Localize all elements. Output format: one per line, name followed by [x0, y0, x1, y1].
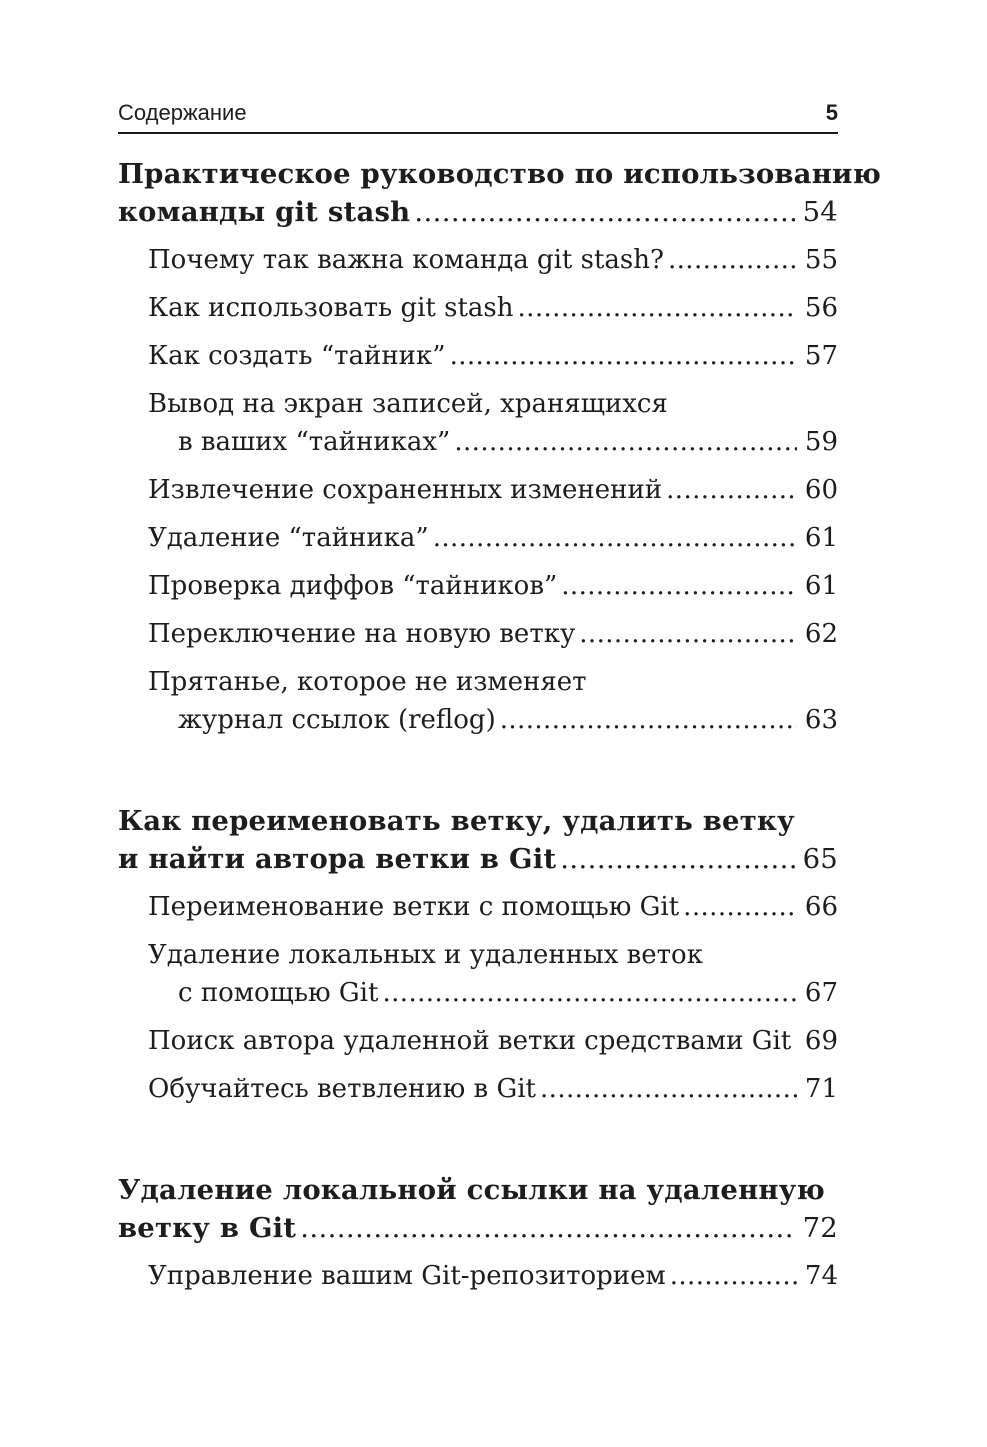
dot-leader [579, 615, 797, 653]
toc-entry: Как создать “тайник” 57 [148, 337, 838, 375]
toc-row: Обучайтесь ветвлению в Git 71 [148, 1070, 838, 1108]
dot-leader [683, 888, 797, 926]
dot-leader [666, 471, 797, 509]
entry-line: Удаление локальных и удаленных веток [148, 940, 703, 970]
toc-entry: Проверка диффов “тайников” 61 [148, 567, 838, 605]
dot-leader [454, 423, 797, 461]
page-number: 66 [804, 892, 838, 922]
page-number: 57 [804, 341, 838, 371]
toc-row-text: и найти автора ветки в Git [118, 843, 557, 875]
dot-leader [450, 337, 797, 375]
section-heading: Как переименовать ветку, удалить ветку и … [118, 802, 838, 878]
toc-row: Почему так важна команда git stash? 55 [148, 241, 838, 279]
heading-line: Как переименовать ветку, удалить ветку [118, 805, 795, 837]
current-page-number: 5 [825, 100, 838, 125]
entry-line: Вывод на экран записей, хранящихся [148, 389, 668, 419]
page-number: 74 [804, 1261, 838, 1291]
toc-row: журнал ссылок (reflog) 63 [178, 701, 838, 739]
page-number: 71 [804, 1074, 838, 1104]
dot-leader [561, 567, 797, 605]
toc-row-text: Поиск автора удаленной ветки средствами … [148, 1026, 792, 1056]
page-number: 54 [802, 196, 838, 228]
toc-entry: Удаление локальных и удаленных веток с по… [148, 936, 838, 1012]
page-number: 56 [804, 293, 838, 323]
entry-line: Прятанье, которое не изменяет [148, 667, 587, 697]
toc-row-text: Как использовать git stash [148, 293, 514, 323]
dot-leader [670, 1257, 797, 1295]
toc-row-text: журнал ссылок (reflog) [178, 705, 496, 735]
toc-row: Управление вашим Git-репозиторием 74 [148, 1257, 838, 1295]
dot-leader [300, 1209, 794, 1247]
running-header-title: Содержание [118, 100, 247, 125]
toc-row-text: Проверка диффов “тайников” [148, 571, 558, 601]
toc-row-text: Почему так важна команда git stash? [148, 245, 664, 275]
toc-row: Как создать “тайник” 57 [148, 337, 838, 375]
toc-row-text: в ваших “тайниках” [178, 427, 451, 457]
page-number: 61 [804, 523, 838, 553]
page-number: 62 [804, 619, 838, 649]
toc-row-text: Переключение на новую ветку [148, 619, 576, 649]
toc-entry: Управление вашим Git-репозиторием 74 [148, 1257, 838, 1295]
toc-row: Проверка диффов “тайников” 61 [148, 567, 838, 605]
toc-row: Поиск автора удаленной ветки средствами … [148, 1022, 838, 1060]
toc-row: Извлечение сохраненных изменений 60 [148, 471, 838, 509]
dot-leader [382, 974, 796, 1012]
dot-leader [795, 1022, 797, 1060]
section-heading: Удаление локальной ссылки на удаленную ве… [118, 1171, 838, 1247]
page-number: 59 [804, 427, 838, 457]
toc-entry: Почему так важна команда git stash? 55 [148, 241, 838, 279]
toc-entry: Прятанье, которое не изменяет журнал ссыл… [148, 663, 838, 739]
page-number: 67 [804, 978, 838, 1008]
dot-leader [433, 519, 797, 557]
toc-row-text: Переименование ветки с помощью Git [148, 892, 680, 922]
toc-row-text: Обучайтесь ветвлению в Git [148, 1074, 536, 1104]
toc: Практическое руководство по использовани… [118, 155, 882, 1295]
toc-entry: Переключение на новую ветку 62 [148, 615, 838, 653]
toc-row-text: Извлечение сохраненных изменений [148, 475, 663, 505]
toc-entry: Извлечение сохраненных изменений 60 [148, 471, 838, 509]
toc-row: команды git stash 54 [118, 193, 838, 231]
toc-row: Переключение на новую ветку 62 [148, 615, 838, 653]
dot-leader [500, 701, 797, 739]
page-number: 55 [804, 245, 838, 275]
toc-section: Удаление локальной ссылки на удаленную ве… [118, 1171, 838, 1295]
running-header: Содержание 5 [118, 101, 838, 134]
toc-entry: Удаление “тайника” 61 [148, 519, 838, 557]
page-number: 65 [802, 843, 838, 875]
toc-section: Как переименовать ветку, удалить ветку и … [118, 802, 838, 1108]
page-number: 63 [804, 705, 838, 735]
toc-row-text: Управление вашим Git-репозиторием [148, 1261, 666, 1291]
page-number: 72 [802, 1212, 838, 1244]
dot-leader [560, 840, 794, 878]
dot-leader [414, 193, 794, 231]
page-number: 69 [804, 1026, 838, 1056]
toc-row-text: с помощью Git [178, 978, 379, 1008]
section-heading: Практическое руководство по использовани… [118, 155, 882, 231]
dot-leader [540, 1070, 797, 1108]
toc-row: ветку в Git 72 [118, 1209, 838, 1247]
toc-row: с помощью Git 67 [178, 974, 838, 1012]
toc-entry: Поиск автора удаленной ветки средствами … [148, 1022, 838, 1060]
toc-row: в ваших “тайниках” 59 [178, 423, 838, 461]
toc-row-text: команды git stash [118, 196, 411, 228]
heading-line: Удаление локальной ссылки на удаленную [118, 1174, 825, 1206]
dot-leader [518, 289, 797, 327]
toc-entry: Как использовать git stash 56 [148, 289, 838, 327]
toc-section: Практическое руководство по использовани… [118, 155, 882, 739]
page-number: 61 [804, 571, 838, 601]
toc-row-text: Удаление “тайника” [148, 523, 429, 553]
dot-leader [668, 241, 797, 279]
heading-line: Практическое руководство по использовани… [118, 158, 882, 190]
page-number: 60 [804, 475, 838, 505]
toc-row-text: Как создать “тайник” [148, 341, 446, 371]
toc-entry: Переименование ветки с помощью Git 66 [148, 888, 838, 926]
toc-entry: Вывод на экран записей, хранящихся в ваши… [148, 385, 838, 461]
toc-row: и найти автора ветки в Git 65 [118, 840, 838, 878]
toc-row: Как использовать git stash 56 [148, 289, 838, 327]
toc-row: Переименование ветки с помощью Git 66 [148, 888, 838, 926]
toc-entry: Обучайтесь ветвлению в Git 71 [148, 1070, 838, 1108]
toc-row-text: ветку в Git [118, 1212, 297, 1244]
toc-row: Удаление “тайника” 61 [148, 519, 838, 557]
